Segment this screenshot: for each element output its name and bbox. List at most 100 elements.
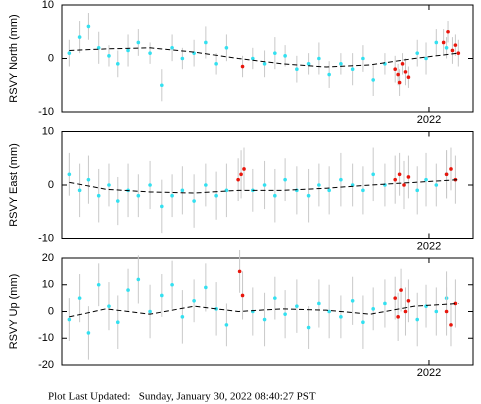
data-point: [107, 304, 111, 308]
data-point: [96, 282, 101, 287]
y-tick-label: 10: [42, 279, 54, 291]
data-point: [192, 299, 196, 303]
y-tick-label: 0: [48, 52, 54, 64]
data-point: [450, 48, 455, 53]
data-point: [295, 67, 299, 71]
data-point: [327, 309, 331, 314]
data-point: [434, 309, 439, 314]
y-tick-label: -10: [38, 106, 54, 118]
y-tick-label: -10: [38, 332, 54, 344]
data-point: [262, 317, 267, 322]
data-point: [239, 172, 243, 177]
data-point: [273, 51, 277, 55]
data-point: [160, 204, 164, 209]
data-point: [415, 317, 420, 322]
data-point: [361, 56, 365, 61]
data-point: [350, 67, 355, 71]
data-point: [444, 172, 449, 177]
data-point: [262, 183, 267, 187]
data-point: [424, 56, 428, 61]
data-point: [148, 183, 152, 187]
data-point: [283, 177, 287, 182]
data-point: [170, 46, 174, 50]
data-point: [283, 54, 287, 58]
data-point: [160, 293, 164, 298]
data-point: [449, 323, 453, 327]
data-point: [306, 193, 311, 198]
data-point: [371, 172, 375, 177]
data-point: [406, 75, 411, 80]
data-point: [393, 296, 398, 300]
data-point: [434, 183, 439, 187]
data-point: [240, 64, 245, 69]
data-point: [236, 177, 240, 182]
data-point: [456, 51, 461, 55]
data-point: [107, 183, 111, 187]
data-point: [67, 51, 72, 55]
data-point: [180, 188, 185, 193]
y-tick-label: 10: [42, 125, 54, 137]
data-point: [295, 188, 299, 193]
data-point: [107, 54, 111, 58]
y-tick-label: -10: [38, 232, 54, 244]
data-point: [126, 48, 130, 53]
data-point: [126, 288, 130, 292]
data-point: [148, 309, 152, 314]
data-point: [453, 43, 458, 47]
data-point: [402, 183, 406, 187]
data-point: [214, 193, 218, 198]
data-point: [393, 67, 398, 71]
data-point: [86, 177, 91, 182]
data-point: [136, 277, 141, 282]
x-tick-label: 2022: [417, 114, 441, 126]
data-point: [361, 188, 365, 193]
data-point: [406, 299, 411, 303]
data-point: [399, 288, 403, 292]
y-tick-label: -20: [38, 359, 54, 371]
data-point: [115, 320, 120, 325]
data-point: [446, 29, 450, 34]
data-point: [96, 46, 101, 50]
y-tick-label: 0: [48, 179, 54, 191]
data-point: [397, 80, 402, 85]
data-point: [204, 40, 208, 45]
data-point: [180, 315, 185, 319]
data-point: [393, 177, 398, 182]
data-point: [327, 72, 331, 77]
data-point: [115, 199, 120, 203]
data-point: [148, 51, 152, 55]
data-point: [339, 62, 343, 66]
y-axis-label: RSVY East (mm): [8, 143, 20, 227]
data-point: [327, 188, 331, 193]
data-point: [317, 183, 321, 187]
data-point: [251, 56, 255, 61]
data-point: [262, 62, 267, 66]
y-tick-label: 10: [42, 0, 54, 11]
data-point: [397, 172, 402, 177]
data-point: [444, 309, 449, 314]
data-point: [170, 193, 174, 198]
data-point: [453, 301, 458, 306]
data-point: [283, 312, 287, 316]
data-point: [444, 46, 449, 50]
data-point: [77, 296, 82, 300]
data-point: [192, 199, 196, 203]
data-point: [434, 40, 439, 45]
data-point: [371, 78, 375, 82]
y-tick-label: 20: [42, 252, 54, 264]
data-point: [237, 269, 242, 274]
data-point: [214, 62, 218, 66]
data-point: [415, 188, 420, 193]
trend-line: [69, 47, 459, 68]
data-point: [339, 177, 343, 182]
footer: Plot Last Updated: Sunday, January 30, 2…: [48, 391, 316, 403]
data-point: [180, 56, 185, 61]
data-point: [295, 304, 299, 308]
data-point: [406, 175, 411, 179]
data-point: [441, 40, 446, 45]
data-point: [396, 315, 400, 319]
data-point: [415, 51, 420, 55]
data-point: [160, 83, 164, 88]
y-tick-label: 0: [48, 305, 54, 317]
trend-line: [69, 179, 459, 194]
